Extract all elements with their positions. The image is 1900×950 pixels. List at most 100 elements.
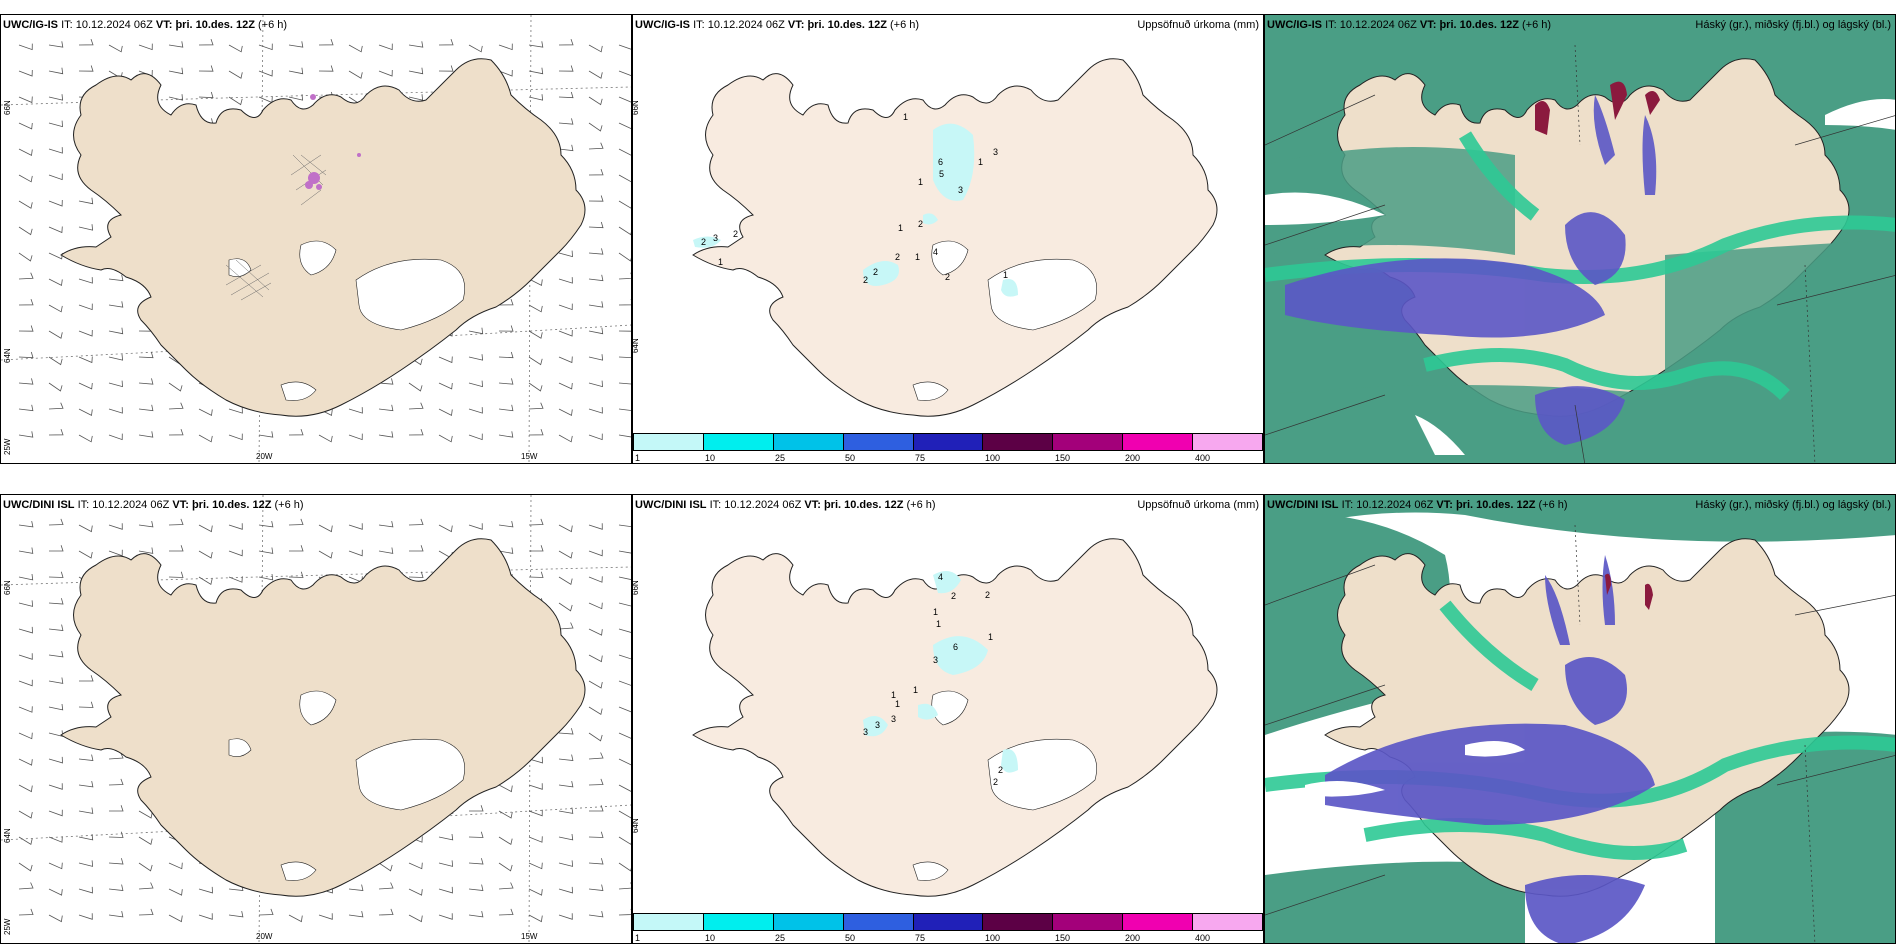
wind-barb	[318, 38, 334, 46]
wind-barb	[258, 69, 273, 77]
wind-barb	[618, 602, 631, 607]
wind-barb	[258, 43, 273, 51]
wind-map-top: UWC/IG-IS IT: 10.12.2024 06Z VT: þri. 10…	[0, 14, 632, 464]
precip-colorbar: 1 10 25 50 75 100 150 200 400	[633, 913, 1263, 943]
wind-barb	[18, 43, 33, 51]
wind-barb	[588, 407, 603, 414]
wind-barb	[108, 327, 124, 335]
wind-barb	[528, 783, 543, 790]
wind-barb	[18, 600, 34, 607]
wind-barb	[198, 886, 213, 894]
wind-barb	[588, 168, 604, 176]
wind-barb	[528, 330, 543, 339]
wind-barb	[108, 752, 124, 760]
wind-barb	[48, 41, 64, 48]
wind-barb	[48, 173, 63, 181]
wind-barb	[78, 277, 93, 284]
wind-barb	[348, 70, 363, 79]
wind-barb	[138, 810, 153, 819]
wind-barb	[438, 860, 454, 867]
panel-title: Háský (gr.), miðský (fj.bl.) og lágský (…	[1695, 499, 1891, 511]
wind-barb	[228, 407, 243, 414]
wind-barb	[18, 200, 33, 209]
colorbar-swatch	[773, 913, 844, 931]
wind-barb	[558, 781, 574, 788]
wind-barb	[78, 886, 93, 894]
wind-barb	[558, 602, 573, 612]
wind-barb	[558, 576, 573, 586]
wind-barb	[438, 913, 453, 920]
wind-barb	[528, 356, 543, 366]
wind-barb	[468, 44, 483, 53]
wind-barb	[618, 550, 631, 554]
wind-barb	[618, 732, 631, 739]
precip-value-label: 6	[938, 157, 943, 167]
wind-barb	[588, 858, 604, 865]
wind-barb	[618, 382, 631, 385]
wind-barb	[78, 356, 93, 364]
lat-label-66n: 66N	[632, 100, 640, 115]
wind-barb	[168, 888, 183, 896]
wind-barb	[588, 778, 604, 786]
precip-value-label: 2	[951, 591, 956, 601]
wind-barb	[588, 884, 604, 891]
panel-header: UWC/DINI ISL IT: 10.12.2024 06Z VT: þri.…	[635, 499, 936, 511]
precip-value-label: 6	[953, 642, 958, 652]
wind-barb	[558, 886, 573, 894]
wind-barb	[78, 913, 93, 920]
wind-barb	[528, 836, 543, 843]
wind-barb	[498, 862, 513, 872]
wind-barb	[198, 91, 214, 99]
precip-value-label: 3	[875, 720, 880, 730]
wind-barb	[318, 550, 333, 559]
lat-label-66n: 66N	[632, 580, 640, 595]
wind-barb	[468, 884, 484, 891]
wind-barb	[618, 226, 631, 236]
wind-barb	[168, 67, 184, 75]
wind-barb	[618, 408, 631, 411]
wind-barb	[618, 44, 631, 50]
wind-barb	[198, 65, 214, 72]
wind-barb	[589, 805, 604, 812]
precip-value-label: 3	[993, 147, 998, 157]
wind-barb	[408, 862, 423, 870]
wind-barb	[588, 142, 604, 150]
wind-barb	[558, 329, 573, 337]
wind-barb	[528, 382, 543, 392]
panel-header: UWC/IG-IS IT: 10.12.2024 06Z VT: þri. 10…	[635, 19, 920, 31]
wind-barb	[408, 94, 424, 101]
wind-barb	[378, 862, 393, 872]
wind-barb	[618, 352, 631, 359]
colorbar-tick-label: 400	[1194, 933, 1211, 943]
wind-barb	[438, 356, 453, 364]
wind-barb	[318, 434, 333, 443]
wind-barb	[558, 833, 574, 841]
lat-label-25w: 25W	[3, 918, 12, 935]
wind-barb	[18, 351, 34, 359]
wind-barb	[558, 754, 574, 761]
wind-barb	[288, 518, 304, 526]
wind-barb	[528, 809, 543, 817]
wind-barb	[48, 252, 63, 260]
wind-barb	[48, 94, 64, 101]
wind-barb	[438, 886, 453, 894]
wind-barb	[618, 272, 631, 280]
wind-barb	[138, 547, 154, 554]
wind-barb	[498, 431, 514, 438]
wind-barb	[228, 576, 243, 583]
wind-barb	[228, 70, 243, 79]
wind-barb	[108, 407, 123, 414]
wind-barb	[108, 354, 124, 361]
wind-barb	[378, 431, 394, 438]
precip-value-label: 2	[993, 777, 998, 787]
cloud-map-top: UWC/IG-IS IT: 10.12.2024 06Z VT: þri. 10…	[1264, 14, 1896, 464]
wind-barb	[618, 882, 631, 890]
wind-barb	[558, 807, 574, 814]
colorbar-tick-label: 50	[845, 933, 856, 943]
wind-barb	[168, 402, 184, 410]
precip-value-label: 2	[985, 590, 990, 600]
wind-barb	[18, 148, 33, 157]
colorbar-swatch	[1053, 433, 1124, 451]
wind-barb	[558, 144, 574, 152]
